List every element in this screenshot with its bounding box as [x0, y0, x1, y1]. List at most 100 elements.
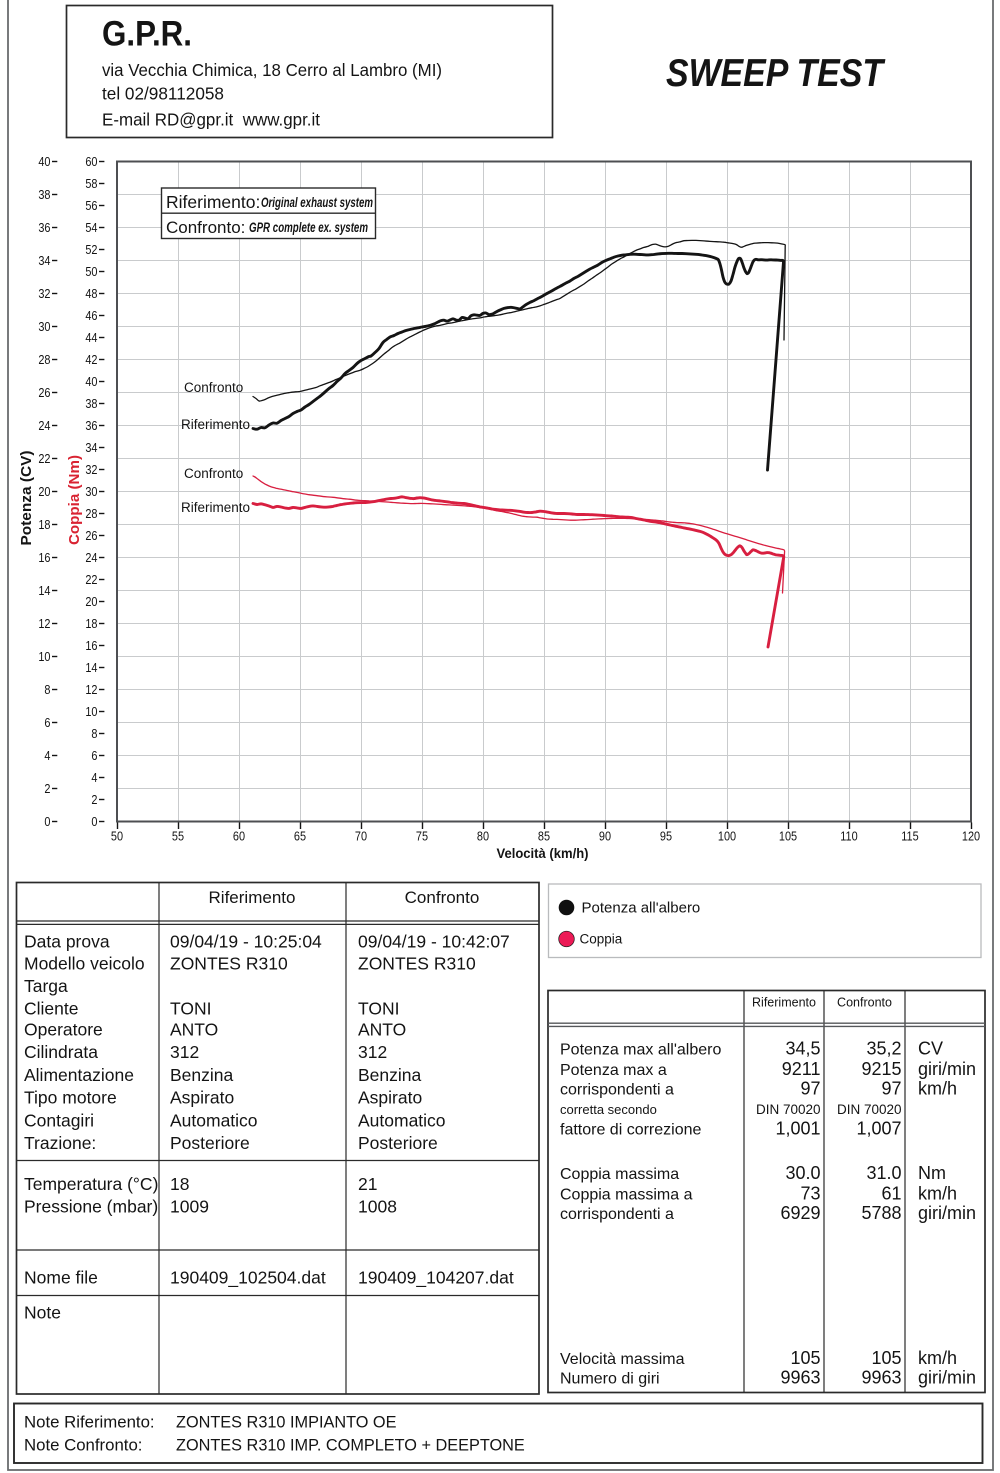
svg-text:18: 18	[38, 517, 50, 532]
svg-text:60: 60	[233, 829, 245, 844]
svg-text:0: 0	[91, 814, 97, 829]
svg-text:97: 97	[881, 1079, 901, 1099]
svg-text:Nome file: Nome file	[24, 1267, 98, 1287]
svg-text:Cliente: Cliente	[24, 998, 78, 1018]
svg-text:120: 120	[962, 829, 981, 844]
svg-text:SWEEP TEST: SWEEP TEST	[666, 52, 886, 95]
svg-text:2: 2	[91, 792, 97, 807]
svg-text:Targa: Targa	[24, 976, 68, 996]
svg-text:1009: 1009	[170, 1197, 209, 1217]
svg-text:73: 73	[800, 1183, 820, 1203]
svg-text:Posteriore: Posteriore	[358, 1133, 438, 1153]
svg-text:Confronto:: Confronto:	[166, 218, 245, 237]
svg-text:Confronto: Confronto	[184, 380, 243, 395]
svg-text:30.0: 30.0	[785, 1163, 820, 1183]
svg-text:1,007: 1,007	[856, 1118, 901, 1138]
svg-text:8: 8	[91, 726, 97, 741]
svg-text:Potenza max a: Potenza max a	[560, 1062, 667, 1079]
svg-text:DIN 70020: DIN 70020	[837, 1102, 902, 1117]
svg-text:24: 24	[85, 550, 97, 565]
svg-text:giri/min: giri/min	[918, 1059, 976, 1079]
svg-text:38: 38	[38, 187, 50, 202]
svg-text:24: 24	[38, 418, 50, 433]
svg-text:10: 10	[85, 704, 97, 719]
svg-text:5788: 5788	[861, 1203, 901, 1223]
svg-text:31.0: 31.0	[866, 1163, 901, 1183]
svg-text:corrispondenti a: corrispondenti a	[560, 1082, 674, 1099]
svg-text:Operatore: Operatore	[24, 1020, 103, 1040]
svg-text:26: 26	[38, 385, 50, 400]
svg-text:105: 105	[790, 1348, 820, 1368]
svg-text:Riferimento: Riferimento	[209, 888, 296, 907]
svg-text:9963: 9963	[780, 1368, 820, 1388]
svg-text:Velocità massima: Velocità massima	[560, 1351, 685, 1368]
svg-text:Riferimento:: Riferimento:	[166, 192, 260, 212]
svg-text:70: 70	[355, 829, 367, 844]
svg-text:giri/min: giri/min	[918, 1368, 976, 1388]
svg-text:9215: 9215	[861, 1059, 901, 1079]
svg-text:Note Riferimento:: Note Riferimento:	[24, 1413, 155, 1432]
svg-text:18: 18	[170, 1174, 189, 1194]
svg-text:16: 16	[38, 550, 50, 565]
svg-text:4: 4	[91, 770, 97, 785]
svg-text:6: 6	[91, 748, 97, 763]
svg-text:fattore di correzione: fattore di correzione	[560, 1121, 702, 1138]
svg-text:Alimentazione: Alimentazione	[24, 1065, 134, 1085]
svg-text:Coppia massima: Coppia massima	[560, 1166, 679, 1183]
svg-text:TONI: TONI	[358, 998, 400, 1018]
svg-text:1008: 1008	[358, 1197, 397, 1217]
svg-text:9963: 9963	[861, 1368, 901, 1388]
svg-text:GPR complete ex. system: GPR complete ex. system	[249, 220, 368, 235]
svg-text:ZONTES R310 IMPIANTO OE: ZONTES R310 IMPIANTO OE	[176, 1414, 397, 1432]
svg-text:48: 48	[85, 286, 97, 301]
svg-text:Data prova: Data prova	[24, 932, 110, 952]
svg-text:corretta secondo: corretta secondo	[560, 1102, 657, 1117]
svg-text:Riferimento: Riferimento	[181, 417, 250, 432]
svg-text:km/h: km/h	[918, 1079, 957, 1099]
svg-text:corrispondenti a: corrispondenti a	[560, 1206, 674, 1223]
svg-text:ANTO: ANTO	[358, 1020, 406, 1040]
svg-text:Numero di giri: Numero di giri	[560, 1371, 660, 1388]
svg-text:54: 54	[85, 220, 97, 235]
svg-text:1,001: 1,001	[775, 1118, 820, 1138]
svg-text:09/04/19 - 10:25:04: 09/04/19 - 10:25:04	[170, 932, 322, 952]
svg-text:Contagiri: Contagiri	[24, 1110, 94, 1130]
svg-text:6929: 6929	[780, 1203, 820, 1223]
svg-text:Modello veicolo: Modello veicolo	[24, 954, 145, 974]
svg-text:312: 312	[170, 1042, 199, 1062]
svg-text:Pressione (mbar): Pressione (mbar)	[24, 1197, 158, 1217]
svg-text:Aspirato: Aspirato	[170, 1087, 234, 1107]
svg-text:Coppia: Coppia	[580, 932, 623, 947]
svg-text:34: 34	[85, 440, 97, 455]
svg-text:09/04/19 - 10:42:07: 09/04/19 - 10:42:07	[358, 932, 510, 952]
svg-text:Riferimento: Riferimento	[181, 500, 250, 515]
svg-text:km/h: km/h	[918, 1348, 957, 1368]
svg-text:Benzina: Benzina	[170, 1065, 234, 1085]
svg-text:38: 38	[85, 396, 97, 411]
svg-text:95: 95	[660, 829, 672, 844]
svg-text:312: 312	[358, 1042, 387, 1062]
svg-text:30: 30	[85, 484, 97, 499]
svg-text:50: 50	[85, 264, 97, 279]
svg-text:giri/min: giri/min	[918, 1203, 976, 1223]
svg-text:190409_104207.dat: 190409_104207.dat	[358, 1267, 514, 1288]
svg-text:65: 65	[294, 829, 306, 844]
svg-text:26: 26	[85, 528, 97, 543]
svg-text:30: 30	[38, 319, 50, 334]
svg-text:36: 36	[85, 418, 97, 433]
svg-text:56: 56	[85, 198, 97, 213]
svg-text:36: 36	[38, 220, 50, 235]
svg-text:km/h: km/h	[918, 1183, 957, 1203]
svg-text:ANTO: ANTO	[170, 1020, 218, 1040]
svg-text:Potenza (CV): Potenza (CV)	[18, 451, 35, 546]
svg-text:90: 90	[599, 829, 611, 844]
svg-text:61: 61	[881, 1183, 901, 1203]
svg-text:42: 42	[85, 352, 97, 367]
svg-text:12: 12	[85, 682, 97, 697]
svg-text:Cilindrata: Cilindrata	[24, 1042, 98, 1062]
svg-text:40: 40	[38, 154, 50, 169]
svg-text:E-mail RD@gpr.it www.gpr.it: E-mail RD@gpr.it www.gpr.it	[102, 110, 320, 130]
svg-text:via Vecchia Chimica, 18 Cerro: via Vecchia Chimica, 18 Cerro al Lambro …	[102, 60, 442, 80]
svg-text:4: 4	[44, 748, 50, 763]
svg-text:20: 20	[38, 484, 50, 499]
